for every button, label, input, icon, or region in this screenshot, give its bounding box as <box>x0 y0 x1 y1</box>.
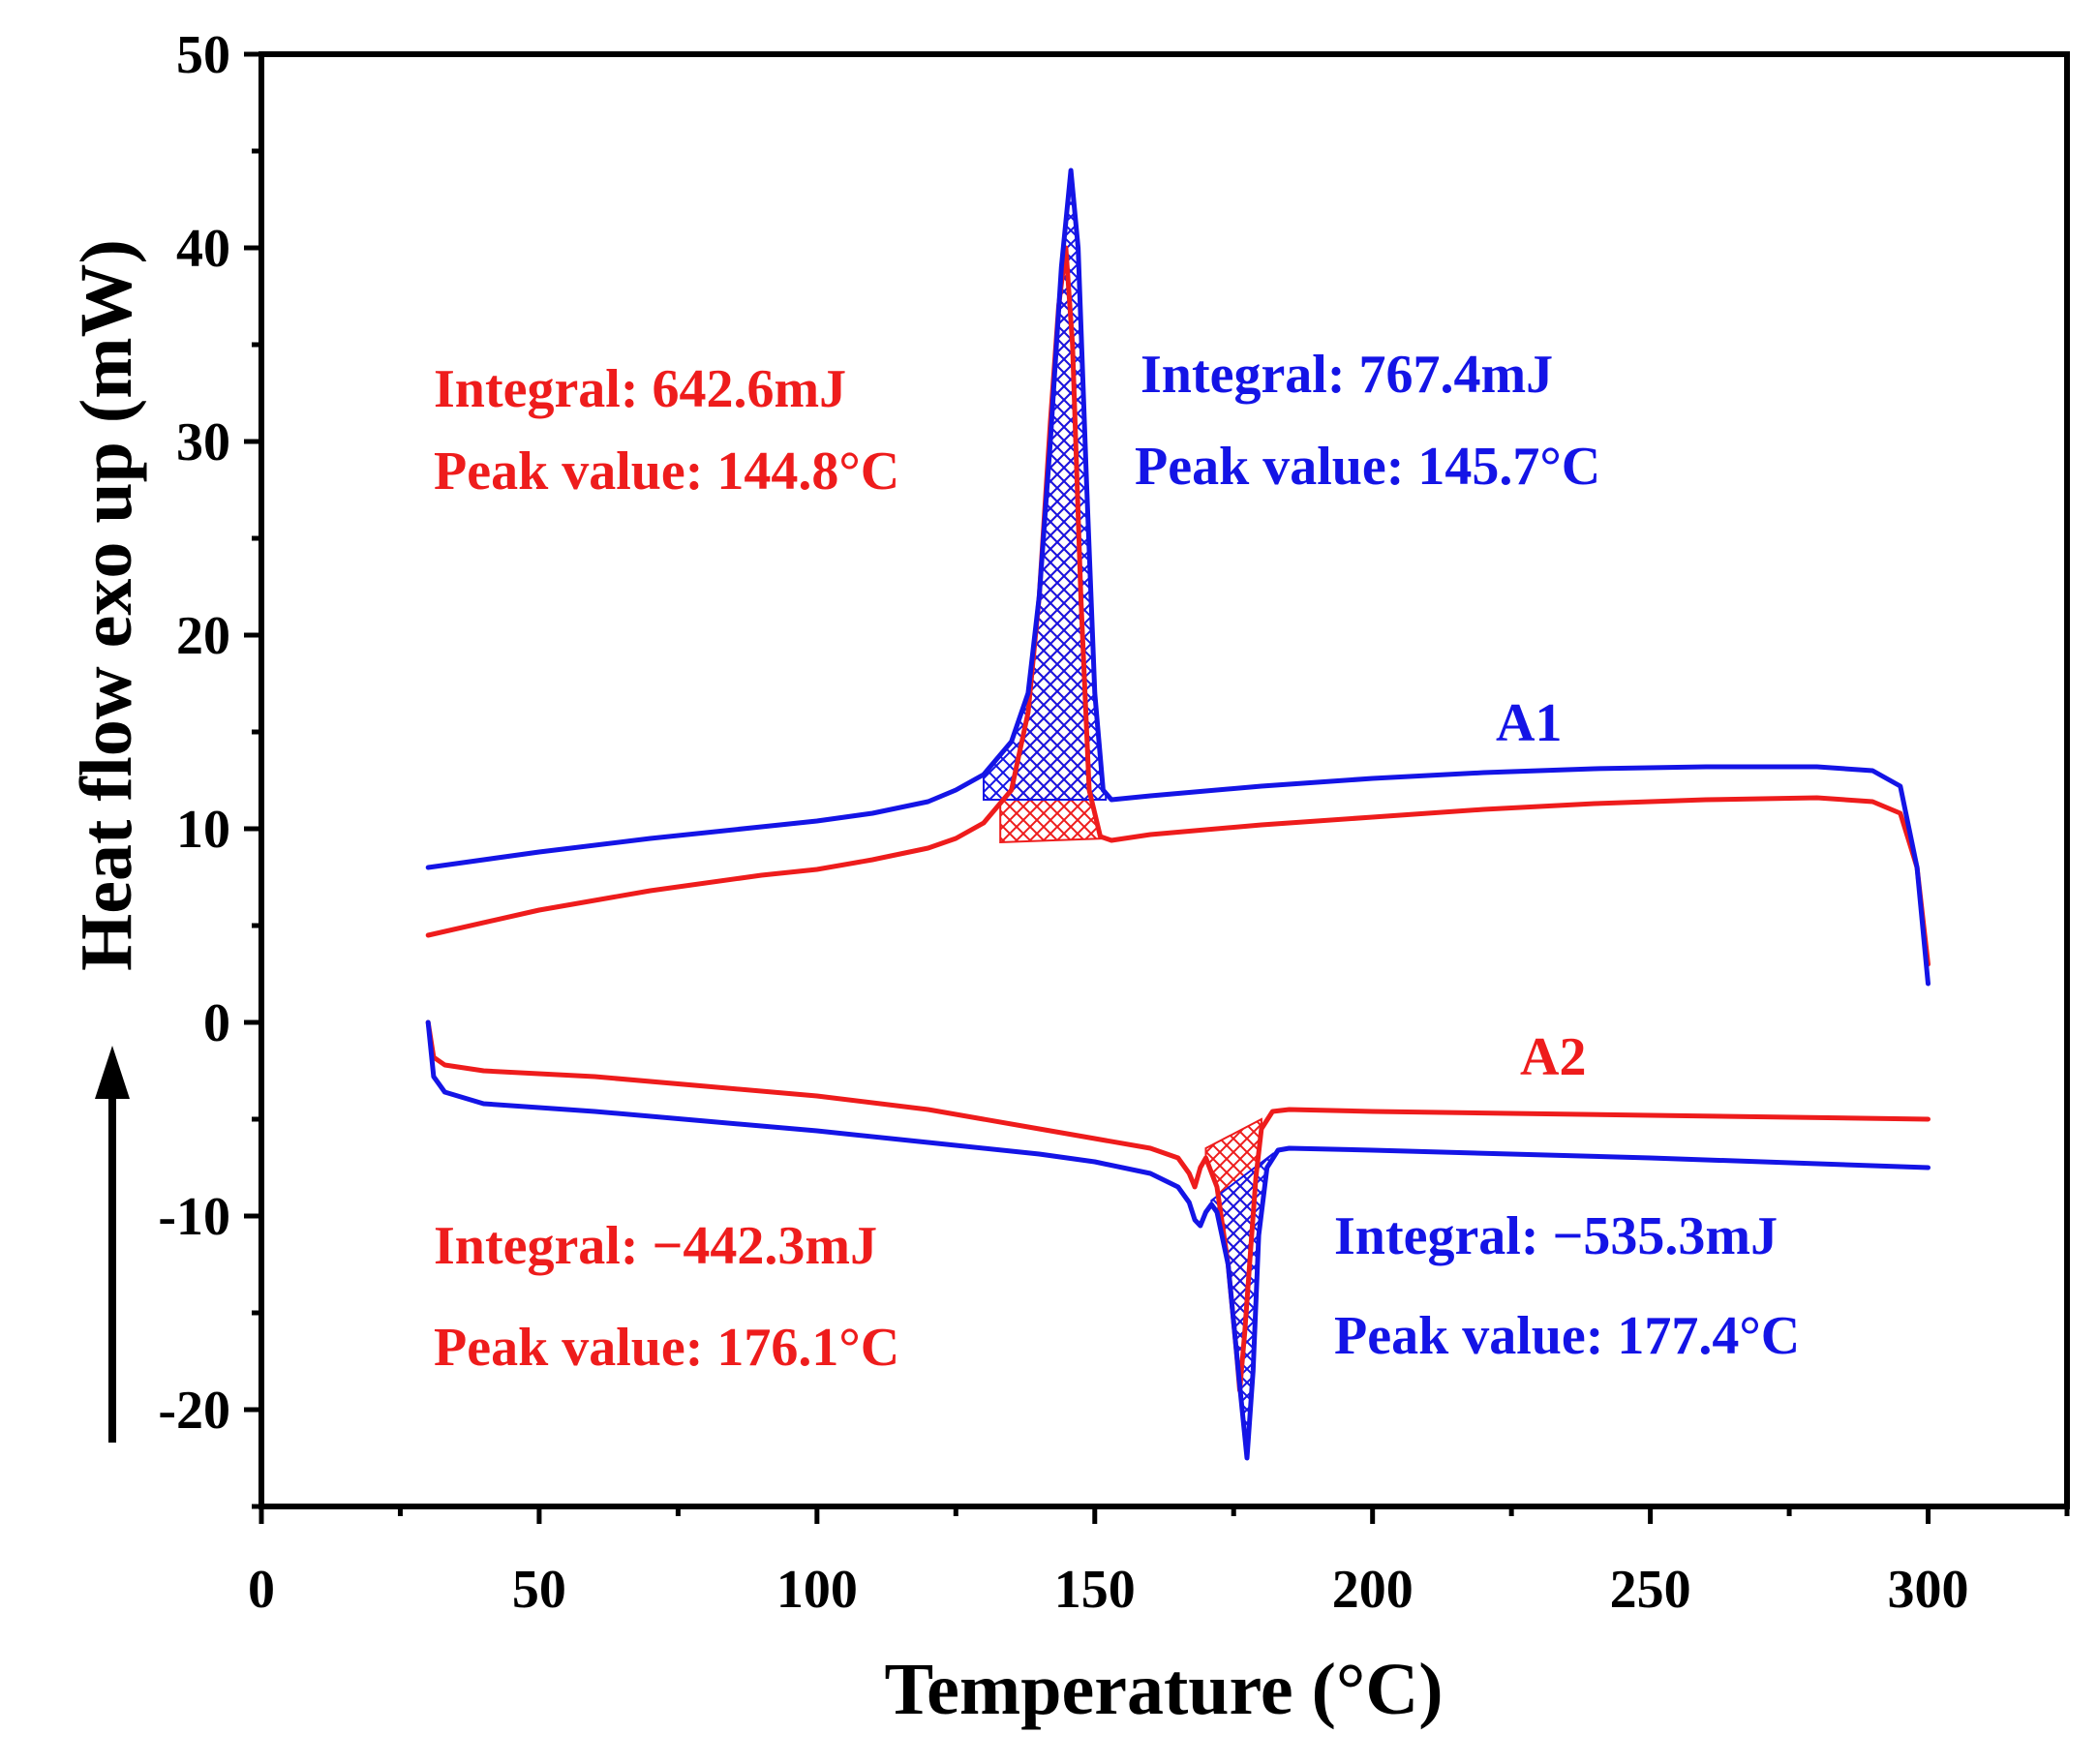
y-axis-up-arrow-icon <box>95 1046 130 1099</box>
y-axis-title: Heat flow exo up (mW) <box>66 239 147 971</box>
x-tick-label: 0 <box>248 1560 275 1620</box>
series-a2-blue <box>425 1019 1931 1461</box>
y-tick-label: -10 <box>158 1187 230 1247</box>
plot-frame <box>258 51 2070 1509</box>
a1-blue-peak: Peak value: 145.7°C <box>1135 437 1600 497</box>
x-tick-label: 300 <box>1888 1560 1969 1620</box>
a2-blue-peak: Peak value: 177.4°C <box>1334 1306 1800 1366</box>
x-tick-label: 250 <box>1610 1560 1691 1620</box>
y-axis-ticks: -20 -10 0 10 20 30 40 50 <box>158 25 261 1509</box>
x-axis-ticks: 0 50 100 150 200 250 300 <box>248 1506 2070 1620</box>
x-axis-title: Temperature (°C) <box>884 1649 1443 1730</box>
x-tick-label: 150 <box>1054 1560 1136 1620</box>
a1-red-integral: Integral: 642.6mJ <box>434 359 846 419</box>
y-tick-label: 50 <box>176 25 230 85</box>
a1-red-peak: Peak value: 144.8°C <box>434 441 899 502</box>
y-tick-label: 10 <box>176 800 230 860</box>
a2-curve-label: A2 <box>1520 1027 1586 1087</box>
a1-curve-label: A1 <box>1496 693 1562 753</box>
y-tick-label: 30 <box>176 412 230 472</box>
y-tick-label: 0 <box>203 993 230 1053</box>
y-tick-label: 20 <box>176 606 230 666</box>
series-a2-red <box>425 1019 1931 1393</box>
y-tick-label: 40 <box>176 219 230 279</box>
x-tick-label: 50 <box>512 1560 566 1620</box>
x-tick-label: 200 <box>1332 1560 1414 1620</box>
a2-blue-integral: Integral: −535.3mJ <box>1334 1206 1778 1266</box>
series-a1-red <box>425 245 1931 967</box>
a1-blue-integral: Integral: 767.4mJ <box>1140 345 1553 405</box>
a2-red-integral: Integral: −442.3mJ <box>434 1216 877 1276</box>
x-tick-label: 100 <box>776 1560 858 1620</box>
y-tick-label: -20 <box>158 1381 230 1441</box>
series-lines <box>425 167 1931 1461</box>
series-a1-blue <box>425 167 1931 987</box>
a2-red-peak: Peak value: 176.1°C <box>434 1318 899 1378</box>
